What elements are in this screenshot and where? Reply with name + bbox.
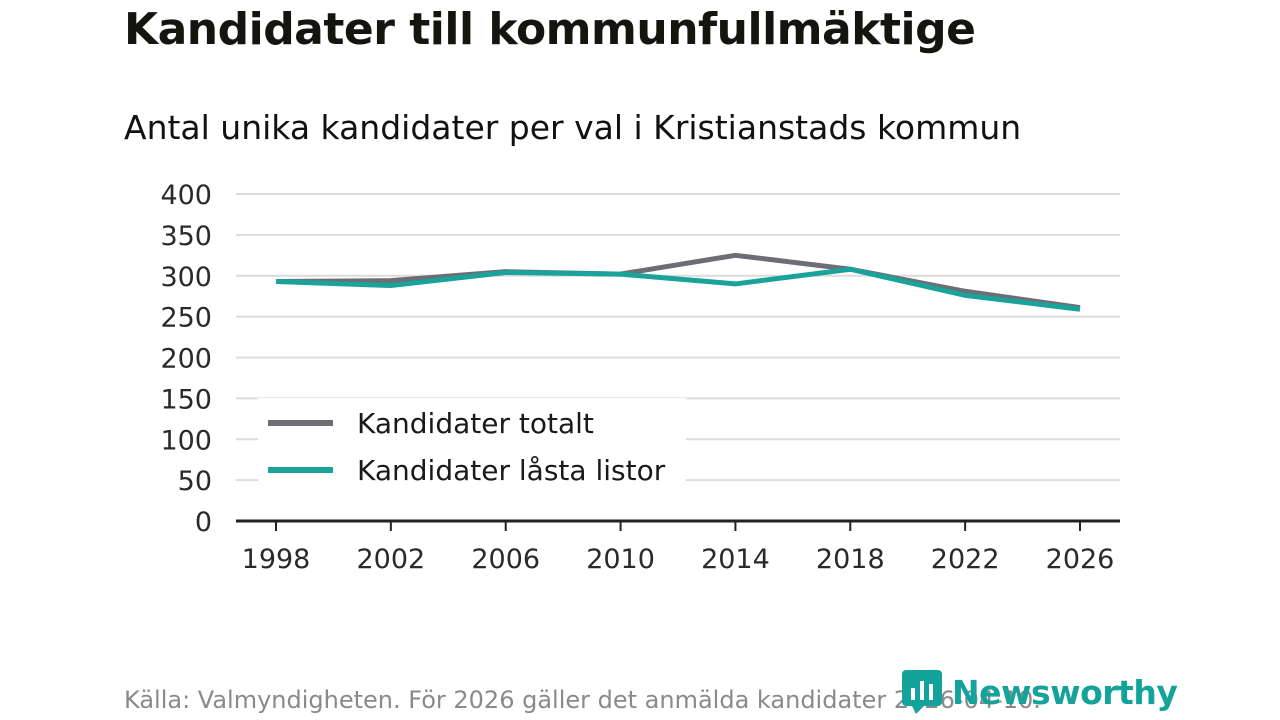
legend-label: Kandidater låsta listor: [357, 454, 666, 487]
bar-chart-icon: [902, 670, 942, 714]
y-tick-label: 400: [160, 180, 212, 211]
x-tick-label: 2018: [816, 544, 885, 575]
y-tick-label: 50: [178, 466, 212, 497]
series-line-total: [275, 252, 1081, 311]
chart-subtitle: Antal unika kandidater per val i Kristia…: [124, 108, 1022, 147]
logo-text: Newsworthy: [952, 672, 1178, 712]
y-tick-label: 350: [160, 221, 212, 252]
legend-label: Kandidater totalt: [357, 407, 594, 440]
x-tick-label: 2002: [356, 544, 425, 575]
x-tick-label: 1998: [242, 544, 311, 575]
x-tick-label: 2014: [701, 544, 770, 575]
series-line-locked: [275, 266, 1081, 312]
y-tick-label: 100: [160, 425, 212, 456]
x-tick-label: 2010: [586, 544, 655, 575]
y-tick-label: 300: [160, 262, 212, 293]
source-note: Källa: Valmyndigheten. För 2026 gäller d…: [124, 686, 1041, 714]
chart-title: Kandidater till kommunfullmäktige: [124, 4, 976, 55]
x-tick-label: 2006: [471, 544, 540, 575]
legend-box: [258, 398, 686, 490]
y-tick-label: 250: [160, 303, 212, 334]
y-tick-label: 150: [160, 384, 212, 415]
y-tick-label: 0: [195, 507, 212, 538]
x-tick-label: 2022: [931, 544, 1000, 575]
y-tick-label: 200: [160, 344, 212, 375]
x-tick-label: 2026: [1046, 544, 1115, 575]
newsworthy-logo: Newsworthy: [902, 670, 1178, 714]
